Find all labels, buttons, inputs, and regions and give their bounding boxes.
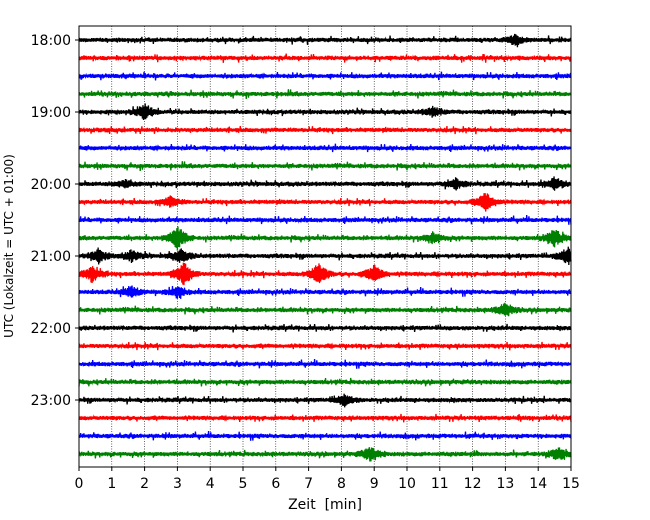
seismogram-trace bbox=[78, 89, 572, 100]
x-tick-label: 10 bbox=[398, 476, 416, 492]
seismogram-trace bbox=[78, 226, 572, 251]
y-axis-ticks: 18:00 19:00 20:00 21:00 22:00 23:00 bbox=[31, 33, 79, 409]
seismogram-trace bbox=[78, 193, 572, 212]
x-tick-label: 2 bbox=[140, 476, 149, 492]
seismogram-traces bbox=[78, 33, 572, 462]
seismogram-trace bbox=[78, 447, 572, 462]
x-tick-label: 4 bbox=[206, 476, 215, 492]
x-tick-label: 13 bbox=[496, 476, 514, 492]
y-tick-label: 18:00 bbox=[31, 33, 71, 49]
seismogram-trace bbox=[78, 341, 572, 351]
x-gridlines bbox=[78, 26, 572, 467]
y-tick-label: 19:00 bbox=[31, 105, 71, 121]
seismogram-trace bbox=[78, 214, 572, 225]
y-tick-label: 23:00 bbox=[31, 393, 71, 409]
seismogram-trace bbox=[78, 393, 572, 408]
x-axis-ticks: 0 1 2 3 4 5 6 7 8 9 10 11 12 13 14 15 bbox=[75, 467, 580, 492]
seismogram-trace bbox=[78, 53, 572, 63]
seismogram-trace bbox=[78, 323, 572, 333]
seismogram-trace bbox=[78, 246, 572, 265]
seismogram-trace bbox=[78, 33, 572, 48]
seismogram-trace bbox=[78, 176, 572, 191]
x-tick-label: 12 bbox=[464, 476, 482, 492]
x-tick-label: 0 bbox=[75, 476, 84, 492]
x-tick-label: 1 bbox=[107, 476, 116, 492]
plot-frame bbox=[78, 25, 572, 468]
x-tick-label: 11 bbox=[431, 476, 449, 492]
x-tick-label: 5 bbox=[239, 476, 248, 492]
seismogram-trace bbox=[78, 71, 572, 81]
x-tick-label: 9 bbox=[370, 476, 379, 492]
x-tick-label: 7 bbox=[304, 476, 313, 492]
y-tick-label: 21:00 bbox=[31, 249, 71, 265]
seismogram-trace bbox=[78, 262, 572, 286]
x-tick-label: 3 bbox=[173, 476, 182, 492]
seismogram-trace bbox=[78, 302, 572, 317]
y-axis-label: UTC (Lokalzeit = UTC + 01:00) bbox=[2, 154, 16, 338]
seismogram-trace bbox=[78, 358, 572, 369]
y-tick-label: 22:00 bbox=[31, 321, 71, 337]
x-tick-label: 8 bbox=[337, 476, 346, 492]
x-axis-label: Zeit [min] bbox=[288, 497, 362, 513]
seismogram-trace bbox=[78, 413, 572, 423]
seismogram-trace bbox=[78, 143, 572, 153]
seismogram-trace bbox=[78, 377, 572, 387]
x-tick-label: 14 bbox=[529, 476, 547, 492]
seismogram-trace bbox=[78, 430, 572, 441]
seismogram-trace bbox=[78, 125, 572, 135]
y-tick-label: 20:00 bbox=[31, 177, 71, 193]
seismogram-trace bbox=[78, 103, 572, 120]
x-tick-label: 15 bbox=[562, 476, 580, 492]
seismogram-trace bbox=[78, 161, 572, 172]
seismogram-trace bbox=[78, 285, 572, 299]
x-tick-label: 6 bbox=[271, 476, 280, 492]
